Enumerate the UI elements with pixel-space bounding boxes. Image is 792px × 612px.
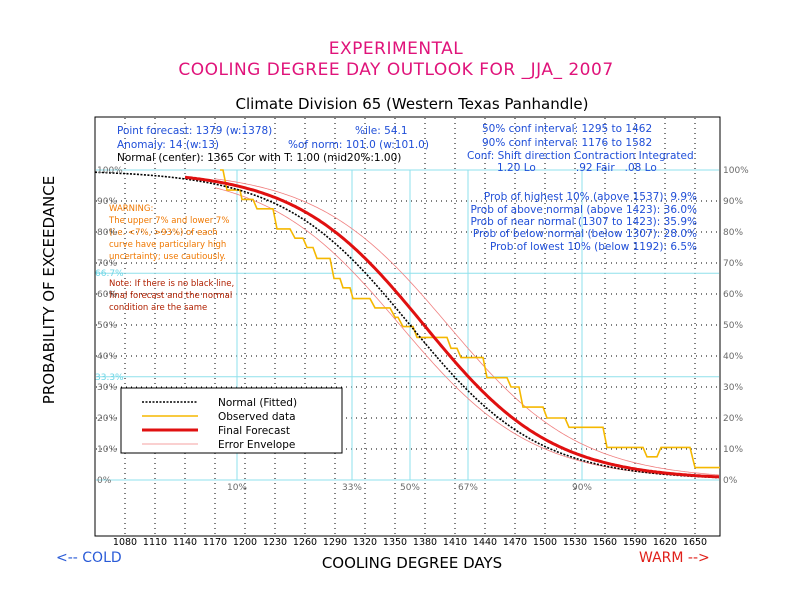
warning-line-4: uncertainty; use cautiously.: [109, 252, 226, 262]
y-tick-label-left: 50%: [97, 321, 117, 331]
curves: [94, 169, 720, 479]
y-tick-label-left: 90%: [97, 197, 117, 207]
x-tick-label: 1650: [683, 537, 707, 548]
y-tick-label-left: 70%: [97, 259, 117, 269]
x-tick-label: 1200: [233, 537, 257, 548]
normal-center-text: Normal (center): 1365 Cor with T: 1.00 (…: [117, 152, 401, 164]
anomaly-text: Anomaly: 14 (w:13): [117, 139, 219, 151]
x-tick-label: 1440: [473, 537, 497, 548]
y-tick-label-right: 50%: [723, 321, 743, 331]
y-tick-label-right: 40%: [723, 352, 743, 362]
x-tick-label: 1140: [173, 537, 197, 548]
x-tick-label: 1530: [563, 537, 587, 548]
x-tick-label: 1590: [623, 537, 647, 548]
title-line2: COOLING DEGREE DAY OUTLOOK FOR _JJA_ 200…: [178, 60, 613, 80]
percent-of-normal-text: %of norm: 101.0 (w:101.0): [288, 139, 429, 151]
conf-header-text: Conf: Shift direction Contraction Integr…: [467, 150, 694, 162]
point-forecast-text: Point forecast: 1379 (w:1378): [117, 125, 272, 137]
percentile-text: %ile: 54.1: [355, 125, 408, 137]
y-tick-label-left: 100%: [97, 166, 123, 176]
legend-envelope-label: Error Envelope: [218, 439, 295, 451]
y-tick-label-right: 100%: [723, 166, 749, 176]
x-tick-label: 1170: [203, 537, 227, 548]
y-tick-label-right: 0%: [723, 476, 738, 486]
y-tick-label-left: 30%: [97, 383, 117, 393]
legend-final-label: Final Forecast: [218, 425, 290, 437]
y-tick-label-left: 10%: [97, 445, 117, 455]
x-tick-label: 1470: [503, 537, 527, 548]
y-tick-label-right: 30%: [723, 383, 743, 393]
cyan-guide-lines: [96, 169, 719, 481]
prob-below-normal: Prob of below normal (below 1307): 28.0%: [473, 228, 697, 240]
normal-fitted-line: [94, 171, 719, 479]
x-tick-label: 1410: [443, 537, 467, 548]
legend-observed-label: Observed data: [218, 411, 296, 423]
y-tick-label-right: 60%: [723, 290, 743, 300]
y-tick-label-left: 60%: [97, 290, 117, 300]
cyan-y-label: 66.7%: [95, 269, 124, 279]
legend-normal-label: Normal (Fitted): [218, 397, 297, 409]
warning-line-0: WARNING:: [109, 204, 153, 214]
y-tick-label-right: 10%: [723, 445, 743, 455]
x-tick-label: 1230: [263, 537, 287, 548]
final-forecast-line: [184, 175, 720, 479]
percentile-label: 90%: [572, 483, 592, 493]
cold-label: <-- COLD: [56, 550, 122, 566]
note-line-0: Note: If there is no black line,: [109, 279, 234, 289]
y-tick-label-right: 20%: [723, 414, 743, 424]
subtitle: Climate Division 65 (Western Texas Panha…: [236, 95, 589, 113]
y-tick-label-right: 80%: [723, 228, 743, 238]
prob-near-normal: Prob of near normal (1307 to 1423): 35.9…: [470, 216, 697, 228]
x-tick-label: 1380: [413, 537, 437, 548]
prob-highest-10: Prob of highest 10% (above 1537): 9.9%: [484, 191, 697, 203]
percentile-labels: 10% 33% 50% 67% 90%: [227, 483, 592, 493]
prob-above-normal: Prob of above normal (above 1423): 36.0%: [471, 204, 697, 216]
x-tick-labels: 1080 1110 1140 1170 1200 1230 1260 1290 1320 1350…: [113, 537, 707, 548]
plot-frame: [94, 116, 721, 537]
x-tick-label: 1260: [293, 537, 317, 548]
percentile-label: 10%: [227, 483, 247, 493]
conf50-text: 50% conf interval: 1295 to 1462: [482, 123, 652, 135]
warm-label: WARM -->: [639, 550, 710, 566]
note-line-1: final forecast and the normal: [109, 291, 232, 301]
y-tick-label-left: 20%: [97, 414, 117, 424]
warning-line-1: The upper 7% and lower 7%: [108, 216, 229, 226]
percentile-label: 33%: [342, 483, 362, 493]
warning-line-3: curve have particulary high: [109, 240, 226, 250]
x-tick-label: 1110: [143, 537, 167, 548]
warning-line-2: (i.e. <7%, >93%) of each: [109, 228, 217, 238]
y-tick-label-left: 80%: [97, 228, 117, 238]
x-tick-label: 1350: [383, 537, 407, 548]
observed-data-line: [220, 169, 720, 469]
y-tick-label-left: 0%: [97, 476, 112, 486]
x-axis-label: COOLING DEGREE DAYS: [322, 554, 502, 572]
x-tick-label: 1560: [593, 537, 617, 548]
percentile-label: 50%: [400, 483, 420, 493]
x-tick-label: 1320: [353, 537, 377, 548]
title-line1: EXPERIMENTAL: [329, 39, 464, 59]
x-tick-label: 1080: [113, 537, 137, 548]
cyan-y-label: 33.3%: [95, 373, 124, 383]
x-tick-label: 1620: [653, 537, 677, 548]
x-tick-label: 1500: [533, 537, 557, 548]
conf-values-text: 1.20 Lo .92 Fair .08 Lo: [497, 162, 657, 174]
legend: Normal (Fitted) Observed data Final Fore…: [120, 387, 343, 454]
y-tick-label-right: 70%: [723, 259, 743, 269]
envelope-upper-line: [214, 178, 720, 476]
legend-box: [120, 387, 343, 454]
percentile-label: 67%: [458, 483, 478, 493]
x-tick-label: 1290: [323, 537, 347, 548]
y-axis-label: PROBABILITY OF EXCEEDANCE: [40, 176, 58, 404]
note-line-2: condition are the same: [109, 303, 207, 313]
y-tick-labels: 0% 10% 20% 30% 40% 50% 60% 70% 80% 90% 100% 0% 10% 20…: [95, 166, 749, 486]
y-tick-label-right: 90%: [723, 197, 743, 207]
y-tick-label-left: 40%: [97, 352, 117, 362]
conf90-text: 90% conf interval: 1176 to 1582: [482, 137, 652, 149]
prob-lowest-10: Prob of lowest 10% (below 1192): 6.5%: [490, 241, 697, 253]
